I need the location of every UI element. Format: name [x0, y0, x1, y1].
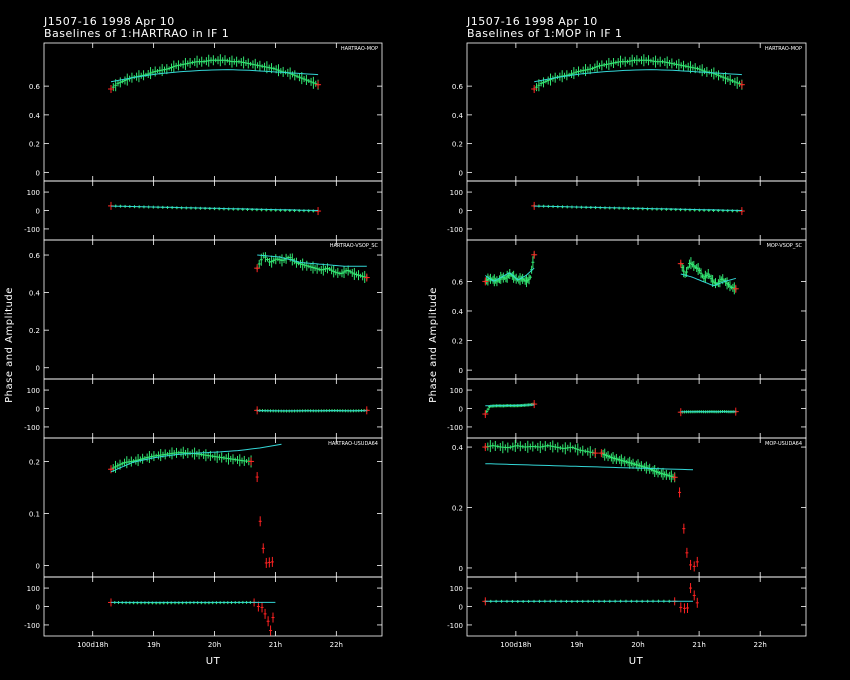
baseline-label: MOP-USUDA64: [765, 441, 802, 447]
amplitude-model-line: [110, 69, 319, 83]
amp-tick-label: 0.4: [452, 112, 464, 120]
amplitude-model-line: [485, 267, 535, 282]
amp-tick-label: 0.6: [452, 83, 464, 91]
time-tick-label: 19h: [570, 641, 583, 649]
time-tick-label: 19h: [147, 641, 160, 649]
phase-tick-label: -100: [24, 424, 40, 432]
phase-model-line: [534, 205, 742, 211]
phase-tick-label: 0: [36, 208, 40, 216]
phase-tick-label: 100: [450, 387, 463, 395]
phase-model-line: [110, 205, 319, 211]
phase-tick-label: 0: [36, 406, 40, 414]
phase-tick-label: -100: [447, 424, 463, 432]
amplitude-model-line: [485, 463, 694, 471]
baseline-label: HARTRAO-VSOP_SC: [330, 243, 379, 249]
amplitude-model-line: [257, 254, 367, 267]
phase-tick-label: 0: [459, 208, 463, 216]
amp-tick-label: 0: [459, 565, 463, 573]
time-tick-label: 22h: [330, 641, 343, 649]
left-ylabel: Phase and Amplitude: [4, 287, 15, 403]
phase-tick-label: -100: [447, 226, 463, 234]
baseline-label: HARTRAO-USUDA64: [328, 441, 378, 447]
amp-tick-label: 0: [459, 169, 463, 177]
amp-tick-label: 0.6: [29, 83, 41, 91]
phase-tick-label: 100: [450, 189, 463, 197]
amp-tick-label: 0: [459, 367, 463, 375]
phase-tick-label: 0: [459, 604, 463, 612]
panel-frame: [466, 437, 807, 637]
amp-tick-label: 0: [36, 169, 40, 177]
amp-tick-label: 0.2: [29, 141, 40, 149]
time-tick-label: 100d18h: [77, 641, 108, 649]
right-xlabel: UT: [629, 656, 644, 667]
phase-tick-label: -100: [24, 226, 40, 234]
right-title-line1: J1507-16 1998 Apr 10: [466, 15, 598, 28]
amp-tick-label: 0.2: [452, 141, 463, 149]
amplitude-model-line: [680, 273, 736, 287]
amp-tick-label: 0.4: [29, 112, 41, 120]
phase-tick-label: -100: [447, 622, 463, 630]
amp-tick-label: 0: [36, 365, 40, 373]
phase-tick-label: 0: [36, 604, 40, 612]
phase-tick-label: 0: [459, 406, 463, 414]
amp-tick-label: 0.4: [452, 308, 464, 316]
amp-tick-label: 0.6: [452, 278, 464, 286]
time-tick-label: 21h: [269, 641, 282, 649]
time-tick-label: 20h: [208, 641, 221, 649]
amplitude-model-line: [534, 69, 742, 83]
phase-tick-label: 100: [27, 585, 40, 593]
amp-tick-label: 0.6: [29, 252, 41, 260]
time-tick-label: 21h: [692, 641, 705, 649]
right-title-line2: Baselines of 1:MOP in IF 1: [467, 27, 623, 40]
right-ylabel: Phase and Amplitude: [428, 287, 439, 403]
amp-tick-label: 0.2: [452, 505, 463, 513]
panel-frame: [43, 42, 383, 241]
left-xlabel: UT: [206, 656, 221, 667]
phase-tick-label: 100: [27, 387, 40, 395]
phase-tick-label: -100: [24, 622, 40, 630]
amp-tick-label: 0: [36, 563, 40, 571]
baseline-label: HARTRAO-MOP: [341, 46, 378, 52]
amp-tick-label: 0.2: [29, 458, 40, 466]
panel-frame: [466, 42, 807, 241]
amp-tick-label: 0.4: [452, 444, 464, 452]
panel-frame: [466, 239, 807, 439]
amp-tick-label: 0.4: [29, 290, 41, 298]
amp-tick-label: 0.2: [452, 338, 463, 346]
panel-frame: [43, 437, 383, 637]
left-title-line2: Baselines of 1:HARTRAO in IF 1: [44, 27, 229, 40]
time-tick-label: 20h: [631, 641, 644, 649]
amplitude-model-line: [110, 443, 282, 473]
phase-model-line: [485, 404, 535, 407]
time-tick-label: 22h: [754, 641, 767, 649]
time-tick-label: 100d18h: [500, 641, 531, 649]
baseline-label: HARTRAO-MOP: [765, 46, 802, 52]
phase-tick-label: 100: [27, 189, 40, 197]
amp-tick-label: 0.2: [29, 327, 40, 335]
amp-tick-label: 0.1: [29, 510, 40, 518]
baseline-label: MOP-VSOP_SC: [767, 243, 803, 249]
left-title-line1: J1507-16 1998 Apr 10: [43, 15, 175, 28]
panels-layer: 0 0.2 0.4 0.6 100 0 -100 HARTRAO-MOP 0 0.2 0.4 0.6 1…: [24, 42, 807, 649]
phase-tick-label: 100: [450, 585, 463, 593]
